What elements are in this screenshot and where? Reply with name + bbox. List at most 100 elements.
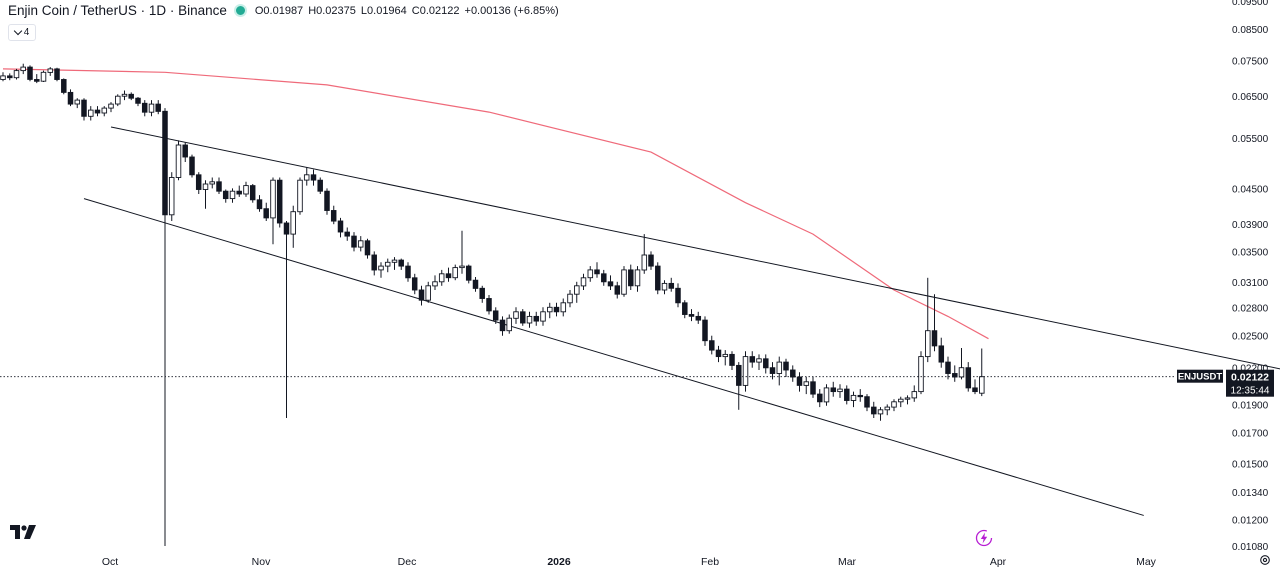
candle-up: [459, 265, 465, 269]
y-tick-label: 0.02800: [1232, 303, 1269, 314]
candle-up: [884, 406, 891, 411]
candle-down: [715, 349, 722, 358]
candle-down: [94, 109, 101, 114]
ohlc-values: O0.01987 H0.02375 L0.01964 C0.02122 +0.00136…: [255, 5, 559, 17]
y-tick-label: 0.01700: [1232, 428, 1269, 439]
candle-down: [945, 361, 951, 374]
candle-down: [486, 298, 492, 312]
candle-down: [405, 265, 411, 279]
candle-down: [283, 222, 290, 235]
candle-up: [88, 109, 94, 117]
candle-up: [621, 269, 627, 295]
candle-up: [148, 103, 155, 113]
candle-down: [34, 79, 40, 82]
bar-countdown: 12:35:44: [1231, 386, 1270, 397]
candle-up: [506, 317, 512, 332]
candle-down: [418, 289, 425, 301]
candle-down: [682, 302, 688, 315]
y-tick-label: 0.08500: [1232, 25, 1269, 36]
candle-down: [310, 174, 317, 181]
candle-up: [837, 388, 843, 393]
candle-up: [108, 103, 114, 109]
y-tick-label: 0.04500: [1232, 184, 1269, 195]
candle-down: [465, 265, 472, 281]
candle-up: [958, 367, 965, 378]
candle-down: [736, 364, 742, 386]
candle-down: [351, 235, 357, 248]
candle-down: [81, 99, 87, 117]
indicator-count: 4: [23, 27, 30, 38]
candle-down: [675, 287, 681, 304]
candle-down: [128, 93, 134, 99]
candle-up: [756, 358, 762, 363]
candle-up: [452, 267, 458, 279]
open-value: O0.01987: [254, 4, 304, 17]
candle-up: [391, 259, 398, 263]
candle-down: [371, 254, 377, 271]
candle-down: [769, 367, 776, 374]
y-tick-label: 0.01500: [1232, 460, 1269, 471]
candle-up: [438, 273, 445, 283]
symbol-tag: [1177, 369, 1223, 383]
candle-down: [864, 396, 870, 408]
candle-down: [553, 306, 560, 313]
candle-up: [823, 387, 830, 403]
candle-up: [526, 315, 533, 324]
candle-up: [641, 254, 648, 271]
candle-up: [384, 261, 391, 267]
candle-up: [175, 144, 182, 178]
candle-down: [871, 406, 877, 415]
x-tick-label: Apr: [990, 556, 1007, 568]
candle-down: [830, 387, 837, 393]
candle-up: [378, 265, 384, 271]
x-tick-label: Feb: [701, 556, 719, 568]
y-tick-label: 0.03500: [1232, 247, 1269, 258]
legend-header: Enjin Coin / TetherUS · 1D · Binance O0.…: [8, 3, 559, 18]
symbol-title[interactable]: Enjin Coin / TetherUS · 1D · Binance: [8, 3, 227, 18]
y-tick-label: 0.03100: [1232, 278, 1269, 289]
y-tick-label: 0.01080: [1232, 542, 1269, 553]
y-tick-label: 0.05500: [1232, 134, 1269, 145]
candle-down: [668, 282, 675, 289]
y-tick-label: 0.02200: [1232, 364, 1269, 375]
candle-down: [655, 265, 661, 291]
candle-up: [574, 285, 580, 295]
candle-down: [411, 277, 418, 291]
candle-down: [648, 254, 654, 267]
x-tick-label: Oct: [102, 556, 118, 568]
candle-down: [972, 387, 978, 393]
change-value: +0.00136 (+6.85%): [464, 4, 559, 17]
candle-down: [222, 190, 229, 200]
tradingview-logo-icon[interactable]: [10, 525, 36, 539]
candle-down: [256, 199, 263, 210]
candle-down: [479, 287, 485, 299]
candle-down: [276, 179, 283, 224]
lightning-icon[interactable]: [975, 529, 993, 547]
candle-down: [182, 144, 188, 158]
candle-up: [303, 174, 310, 181]
indicators-toggle-button[interactable]: 4: [8, 24, 36, 41]
candle-up: [229, 190, 236, 200]
candle-up: [918, 356, 924, 393]
candle-down: [729, 353, 735, 366]
candle-up: [425, 285, 431, 301]
candle-up: [115, 95, 121, 105]
candle-down: [216, 181, 222, 192]
candle-down: [607, 281, 614, 287]
chevron-down-icon: [13, 26, 22, 36]
candle-down: [263, 208, 269, 219]
candle-down: [54, 68, 60, 80]
moving-average-line: [2, 68, 989, 340]
candle-up: [202, 183, 209, 190]
candle-up: [290, 211, 296, 235]
market-status-icon: [233, 4, 247, 17]
y-tick-label: 0.07500: [1232, 56, 1269, 67]
gear-icon[interactable]: [1259, 554, 1271, 566]
x-tick-label: Nov: [252, 556, 271, 568]
high-value: H0.02375: [308, 4, 356, 17]
candle-up: [270, 179, 276, 219]
candle-up: [13, 70, 20, 79]
candle-up: [243, 185, 249, 195]
candle-down: [783, 361, 789, 371]
